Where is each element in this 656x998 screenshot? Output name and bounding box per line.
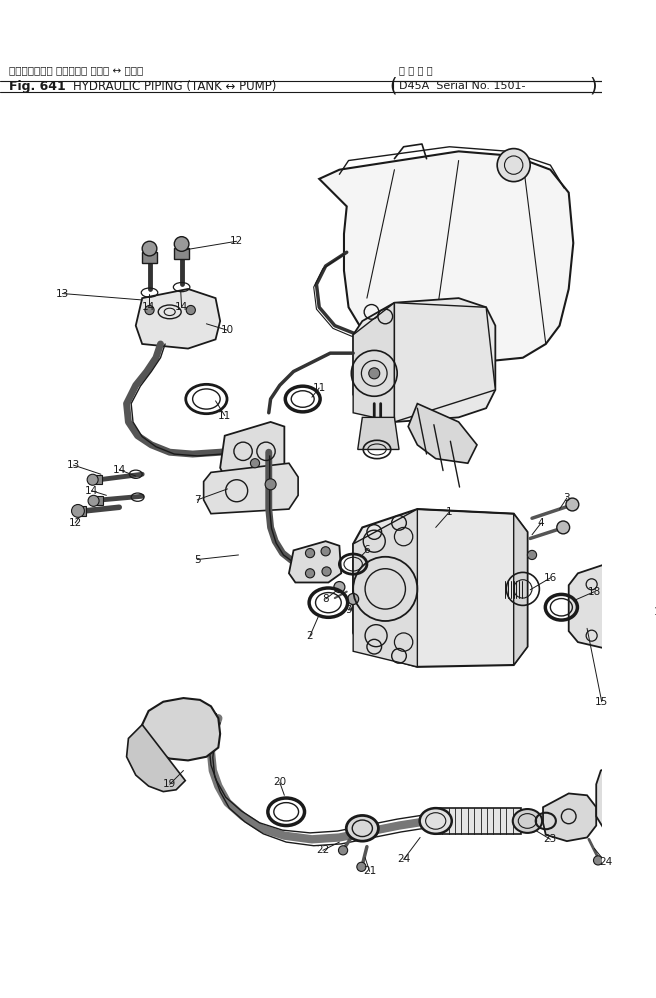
Circle shape	[306, 569, 315, 578]
Circle shape	[557, 521, 569, 534]
Text: HYDRAULIC PIPING (TANK ↔ PUMP): HYDRAULIC PIPING (TANK ↔ PUMP)	[73, 80, 277, 93]
Polygon shape	[543, 793, 596, 841]
Text: 18: 18	[588, 587, 601, 597]
Ellipse shape	[513, 809, 542, 833]
Circle shape	[566, 498, 579, 511]
Text: 1: 1	[446, 507, 453, 517]
Polygon shape	[353, 509, 527, 667]
Polygon shape	[142, 698, 220, 760]
Bar	[95, 496, 103, 505]
Text: ): )	[590, 77, 597, 96]
Text: ハイドロリック パイピング タンク ↔ ポンプ: ハイドロリック パイピング タンク ↔ ポンプ	[9, 66, 144, 76]
Circle shape	[348, 594, 359, 605]
Text: 14: 14	[175, 302, 188, 312]
Ellipse shape	[346, 815, 379, 841]
Polygon shape	[569, 564, 628, 649]
Text: 20: 20	[273, 777, 286, 787]
Circle shape	[322, 567, 331, 576]
Circle shape	[72, 505, 85, 517]
Text: 8: 8	[322, 594, 329, 604]
Text: 3: 3	[564, 493, 570, 503]
Polygon shape	[220, 422, 284, 477]
Text: 10: 10	[221, 325, 234, 335]
Polygon shape	[514, 514, 527, 665]
Circle shape	[369, 368, 380, 379]
Text: 14: 14	[113, 465, 126, 475]
Circle shape	[142, 242, 157, 255]
Polygon shape	[408, 403, 477, 463]
Circle shape	[265, 479, 276, 490]
Text: 4: 4	[538, 518, 544, 528]
Polygon shape	[319, 152, 573, 360]
Polygon shape	[353, 298, 495, 422]
Bar	[142, 252, 157, 263]
Circle shape	[357, 862, 366, 871]
Text: Fig. 641: Fig. 641	[9, 80, 66, 93]
Circle shape	[527, 550, 537, 560]
Text: 16: 16	[544, 573, 557, 583]
Text: 21: 21	[363, 866, 377, 876]
Text: 15: 15	[595, 697, 608, 707]
Text: 2: 2	[307, 631, 314, 641]
Polygon shape	[353, 302, 394, 422]
Polygon shape	[136, 289, 220, 348]
Circle shape	[145, 305, 154, 314]
Text: 12: 12	[69, 518, 82, 528]
Text: 13: 13	[67, 460, 80, 470]
Circle shape	[334, 582, 345, 593]
Polygon shape	[203, 463, 298, 514]
Polygon shape	[127, 725, 185, 791]
Text: 5: 5	[194, 555, 201, 565]
Text: 14: 14	[85, 486, 98, 496]
Text: (: (	[390, 77, 398, 96]
Circle shape	[186, 305, 195, 314]
Circle shape	[306, 549, 315, 558]
Circle shape	[88, 495, 99, 506]
Polygon shape	[358, 417, 399, 449]
Text: 12: 12	[230, 237, 243, 247]
Text: 6: 6	[363, 545, 370, 555]
Circle shape	[87, 474, 98, 485]
Circle shape	[497, 149, 530, 182]
Polygon shape	[394, 302, 495, 422]
Text: 適 用 号 機: 適 用 号 機	[399, 66, 433, 76]
Bar	[94, 475, 102, 484]
Polygon shape	[289, 541, 341, 583]
Text: D45A  Serial No. 1501-: D45A Serial No. 1501-	[399, 81, 525, 91]
Polygon shape	[596, 761, 651, 834]
Circle shape	[594, 856, 603, 865]
Text: 13: 13	[56, 288, 69, 298]
Bar	[438, 808, 521, 833]
Text: 11: 11	[218, 410, 232, 420]
Text: 23: 23	[544, 834, 557, 844]
Text: 7: 7	[194, 495, 201, 505]
Text: 24: 24	[599, 857, 612, 867]
Text: 11: 11	[313, 383, 326, 393]
Circle shape	[251, 459, 260, 468]
Text: 14: 14	[142, 302, 155, 312]
Ellipse shape	[420, 808, 452, 833]
Circle shape	[649, 595, 656, 607]
Bar	[651, 596, 656, 606]
Text: 9: 9	[345, 605, 352, 615]
Polygon shape	[353, 509, 417, 667]
Text: 24: 24	[397, 854, 410, 864]
Text: 19: 19	[163, 779, 176, 789]
Text: 17: 17	[654, 607, 656, 617]
Circle shape	[321, 547, 330, 556]
Bar	[79, 506, 86, 516]
Circle shape	[174, 237, 189, 251]
Text: 22: 22	[316, 845, 329, 855]
Circle shape	[338, 845, 348, 855]
Bar	[174, 248, 189, 258]
